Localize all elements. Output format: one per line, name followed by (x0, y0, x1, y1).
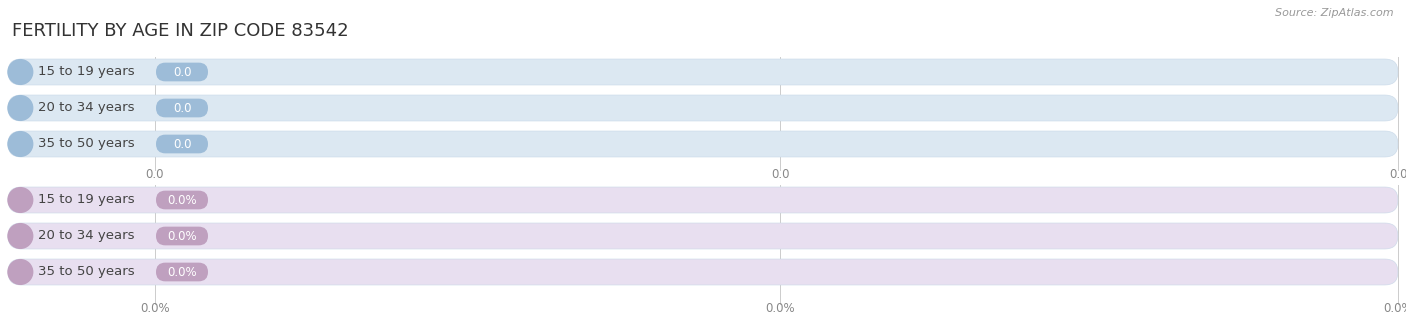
Text: 0.0%: 0.0% (167, 193, 197, 207)
FancyBboxPatch shape (156, 227, 208, 246)
FancyBboxPatch shape (156, 99, 208, 117)
FancyBboxPatch shape (8, 59, 1398, 85)
Circle shape (8, 132, 32, 156)
FancyBboxPatch shape (8, 223, 1398, 249)
Text: 0.0%: 0.0% (167, 266, 197, 279)
Text: 0.0%: 0.0% (141, 302, 170, 315)
Text: 0.0: 0.0 (173, 102, 191, 115)
Text: Source: ZipAtlas.com: Source: ZipAtlas.com (1275, 8, 1393, 18)
Text: 15 to 19 years: 15 to 19 years (38, 193, 135, 207)
Circle shape (8, 60, 32, 84)
FancyBboxPatch shape (156, 63, 208, 82)
Circle shape (8, 96, 32, 120)
Circle shape (8, 224, 32, 248)
FancyBboxPatch shape (8, 259, 1398, 285)
Text: 0.0: 0.0 (173, 65, 191, 79)
Text: FERTILITY BY AGE IN ZIP CODE 83542: FERTILITY BY AGE IN ZIP CODE 83542 (13, 22, 349, 40)
Text: 20 to 34 years: 20 to 34 years (38, 102, 135, 115)
Text: 0.0: 0.0 (146, 168, 165, 181)
Circle shape (8, 188, 32, 212)
Text: 0.0: 0.0 (173, 138, 191, 150)
Circle shape (8, 260, 32, 284)
Text: 15 to 19 years: 15 to 19 years (38, 65, 135, 79)
Text: 0.0: 0.0 (770, 168, 789, 181)
FancyBboxPatch shape (156, 263, 208, 281)
FancyBboxPatch shape (156, 135, 208, 153)
FancyBboxPatch shape (8, 95, 1398, 121)
Text: 0.0%: 0.0% (167, 229, 197, 243)
Text: 0.0: 0.0 (1389, 168, 1406, 181)
Text: 20 to 34 years: 20 to 34 years (38, 229, 135, 243)
FancyBboxPatch shape (156, 191, 208, 209)
Text: 0.0%: 0.0% (765, 302, 794, 315)
FancyBboxPatch shape (8, 187, 1398, 213)
Text: 35 to 50 years: 35 to 50 years (38, 138, 135, 150)
Text: 0.0%: 0.0% (1384, 302, 1406, 315)
Text: 35 to 50 years: 35 to 50 years (38, 266, 135, 279)
FancyBboxPatch shape (8, 131, 1398, 157)
